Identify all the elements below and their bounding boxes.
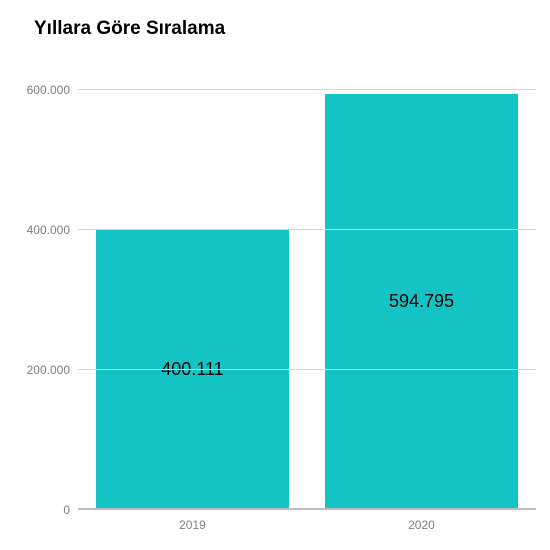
gridline xyxy=(78,369,536,370)
y-tick-label: 200.000 xyxy=(27,363,78,377)
bar-slot: 400.1112019 xyxy=(96,55,288,510)
x-axis-baseline xyxy=(78,508,536,510)
gridline xyxy=(78,89,536,90)
y-tick-label: 0 xyxy=(63,503,78,517)
bar-slot: 594.7952020 xyxy=(325,55,517,510)
gridline xyxy=(78,229,536,230)
y-tick-label: 400.000 xyxy=(27,223,78,237)
bars-container: 400.1112019594.7952020 xyxy=(78,55,536,510)
y-tick-label: 600.000 xyxy=(27,83,78,97)
plot-area: 400.1112019594.7952020 0200.000400.00060… xyxy=(78,55,536,510)
chart-title: Yıllara Göre Sıralama xyxy=(34,18,225,40)
bar: 594.795 xyxy=(325,94,517,510)
ranking-bar-chart: Yıllara Göre Sıralama 400.1112019594.795… xyxy=(0,0,550,550)
bar-value-label: 594.795 xyxy=(389,291,454,312)
x-tick-label: 2020 xyxy=(408,510,435,532)
x-tick-label: 2019 xyxy=(179,510,206,532)
